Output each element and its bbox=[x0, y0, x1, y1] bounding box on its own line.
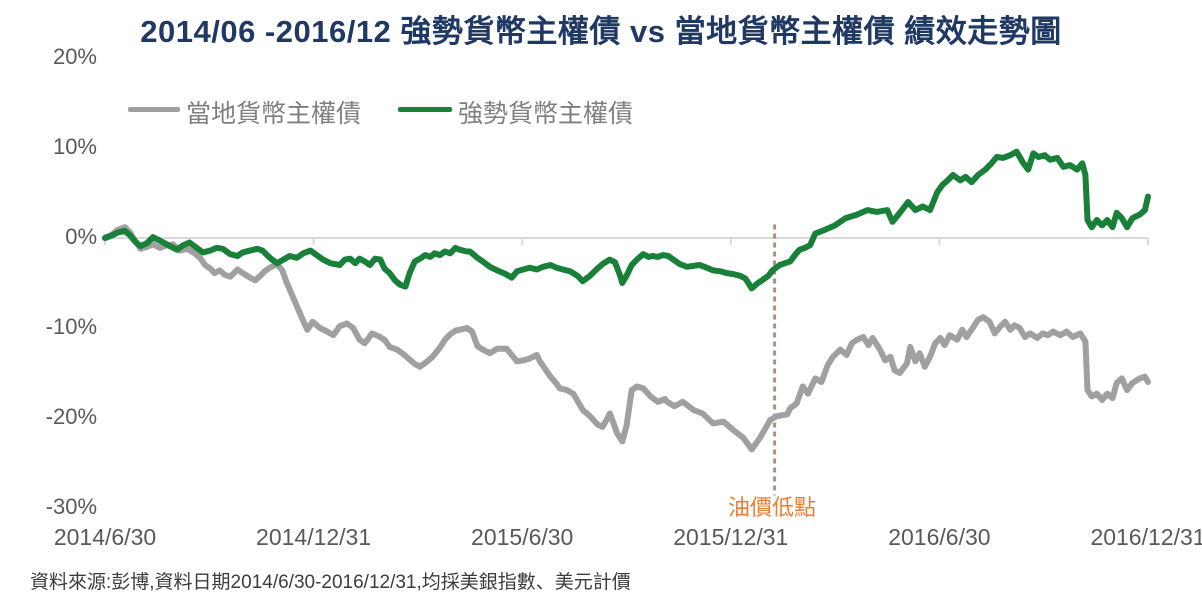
y-tick-label: 20% bbox=[52, 44, 97, 69]
source-note: 資料來源:彭博,資料日期2014/6/30-2016/12/31,均採美銀指數、… bbox=[30, 572, 631, 593]
y-tick-label: 0% bbox=[65, 224, 97, 249]
series-line-hard-currency bbox=[102, 148, 1151, 292]
x-tick-label: 2015/12/31 bbox=[673, 524, 789, 550]
x-tick-label: 2014/12/31 bbox=[256, 524, 372, 550]
x-tick-label: 2016/6/30 bbox=[888, 524, 991, 550]
x-tick-label: 2014/6/30 bbox=[53, 524, 157, 550]
x-tick-label: 2016/12/31 bbox=[1090, 524, 1202, 550]
legend-label-local-currency: 當地貨幣主權債 bbox=[186, 100, 362, 128]
chart-title: 2014/06 -2016/12 強勢貨幣主權債 vs 當地貨幣主權債 績效走勢… bbox=[140, 14, 1062, 49]
legend-line-local-currency-icon bbox=[128, 107, 180, 112]
legend-label-hard-currency: 強勢貨幣主權債 bbox=[458, 100, 634, 128]
y-tick-label: -20% bbox=[45, 404, 97, 429]
oil-price-low-annotation: 油價低點 bbox=[728, 495, 817, 520]
y-tick-label: -10% bbox=[45, 314, 97, 339]
y-tick-label: -30% bbox=[45, 494, 97, 519]
y-tick-label: 10% bbox=[52, 134, 97, 159]
x-tick-label: 2015/6/30 bbox=[471, 524, 574, 550]
series-line-local-currency bbox=[102, 224, 1151, 453]
legend-line-hard-currency-icon bbox=[398, 107, 452, 112]
